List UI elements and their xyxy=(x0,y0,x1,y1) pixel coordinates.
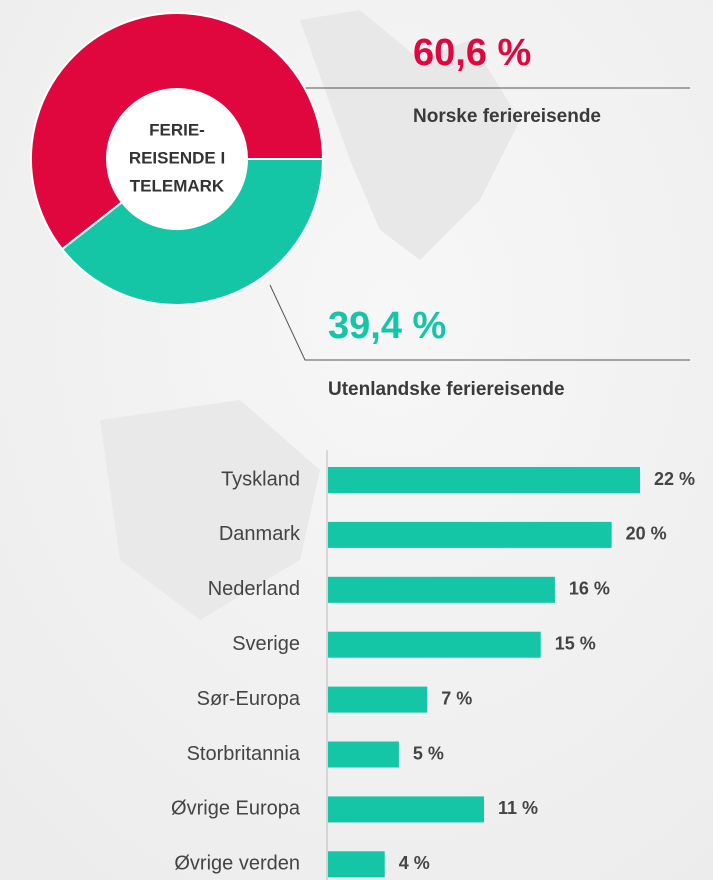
map-shape xyxy=(100,400,320,620)
bar xyxy=(328,741,399,768)
data-label: 11 % xyxy=(498,798,538,818)
bar xyxy=(328,467,640,493)
bar xyxy=(328,686,428,713)
donut-center-label: FERIE- xyxy=(149,120,205,139)
bar xyxy=(328,576,555,603)
value-label: 60,6 % xyxy=(413,32,531,74)
donut-center-label: TELEMARK xyxy=(130,176,225,195)
category-label: Øvrige verden xyxy=(174,853,300,875)
bar xyxy=(328,796,484,823)
value-label: 39,4 % xyxy=(328,305,446,347)
map-shape xyxy=(300,10,520,260)
data-label: 7 % xyxy=(441,688,472,708)
category-label: Danmark xyxy=(219,523,301,545)
legend-label: Utenlandske feriereisende xyxy=(328,379,565,400)
bar xyxy=(328,631,541,658)
donut-center-label: REISENDE I xyxy=(129,148,225,167)
category-label: Storbritannia xyxy=(187,743,301,765)
bar xyxy=(328,521,612,548)
data-label: 22 % xyxy=(654,469,695,489)
data-label: 5 % xyxy=(413,743,444,763)
data-label: 15 % xyxy=(555,633,596,653)
leader-line xyxy=(269,284,690,361)
category-label: Sør-Europa xyxy=(197,688,301,710)
data-label: 4 % xyxy=(399,853,430,873)
category-label: Tyskland xyxy=(221,468,300,490)
data-label: 16 % xyxy=(569,579,610,599)
category-label: Øvrige Europa xyxy=(171,798,301,820)
bar xyxy=(328,851,385,878)
donut-hole xyxy=(107,89,247,229)
data-label: 20 % xyxy=(626,524,667,544)
category-label: Nederland xyxy=(208,578,300,600)
category-label: Sverige xyxy=(232,633,300,655)
legend-label: Norske feriereisende xyxy=(413,106,601,127)
